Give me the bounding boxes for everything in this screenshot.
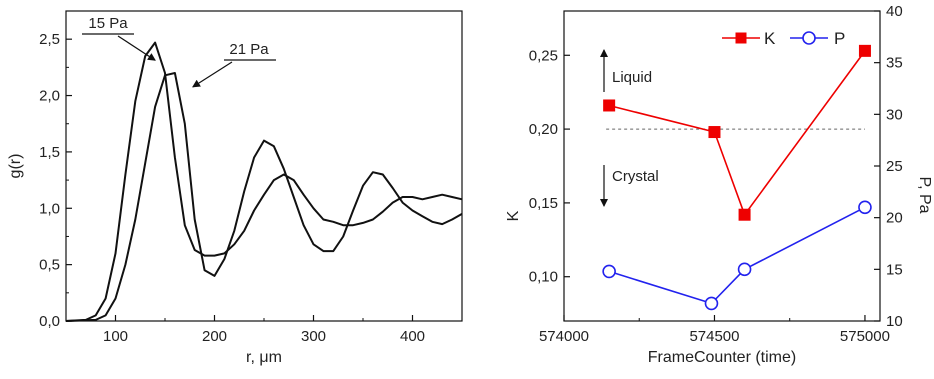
data-point-p	[602, 264, 616, 279]
series-line-k	[608, 50, 866, 217]
x-tick-label: 100	[103, 328, 128, 345]
left-y-axis-label: g(r)	[7, 154, 24, 179]
right-chart: 574000 574500 575000 0,10 0,15 0,20 0,25 10 15 20…	[505, 3, 933, 366]
x-tick-label: 575000	[840, 328, 890, 345]
y-tick-label: 2,5	[39, 31, 60, 48]
legend-p-marker	[802, 31, 816, 45]
x-tick-label: 574000	[539, 328, 589, 345]
series-line-21-pa	[65, 72, 463, 322]
left-series	[65, 41, 463, 322]
y-tick-label: 0,15	[529, 195, 558, 212]
right-annotations: Liquid Crystal	[600, 49, 659, 207]
right-series	[602, 44, 872, 311]
annotation-15pa: 15 Pa	[88, 15, 128, 32]
annotation-21pa-arrow	[192, 61, 233, 88]
y-tick-label: 0,25	[529, 47, 558, 64]
y2-tick-label: 30	[886, 106, 903, 123]
left-x-axis-label: r, μm	[246, 349, 282, 366]
data-point-p	[858, 200, 872, 215]
legend-k-marker	[735, 32, 747, 44]
right-y-axis-label: K	[505, 210, 522, 221]
series-line-15-pa	[65, 41, 463, 322]
y-tick-label: 0,20	[529, 121, 558, 138]
data-point-k	[858, 44, 871, 57]
x-tick-label: 400	[400, 328, 425, 345]
annotation-15pa-arrow	[117, 35, 156, 61]
data-point-k	[708, 126, 721, 139]
y2-tick-label: 25	[886, 158, 903, 175]
y-tick-label: 0,0	[39, 313, 60, 330]
x-tick-label: 200	[202, 328, 227, 345]
data-point-p	[737, 262, 752, 277]
y2-tick-label: 20	[886, 210, 903, 227]
y2-tick-label: 10	[886, 313, 903, 330]
liquid-label: Liquid	[612, 69, 652, 86]
y2-tick-label: 40	[886, 3, 903, 20]
data-point-k	[603, 99, 616, 112]
annotation-21pa: 21 Pa	[229, 41, 269, 58]
y-tick-label: 0,5	[39, 257, 60, 274]
legend-k-label: K	[764, 29, 776, 48]
y-tick-label: 2,0	[39, 88, 60, 105]
y-tick-label: 1,5	[39, 144, 60, 161]
x-tick-label: 574500	[689, 328, 739, 345]
right-ticks: 574000 574500 575000 0,10 0,15 0,20 0,25 10 15 20…	[529, 3, 903, 345]
right-y2-axis-label: P, Pa	[916, 176, 933, 213]
left-chart: 100 200 300 400 0,0 0,5 1,0 1,5 2,0 2,5 r, μm g(r…	[7, 10, 463, 366]
data-point-p	[704, 296, 719, 311]
x-tick-label: 300	[301, 328, 326, 345]
left-annotations: 15 Pa 21 Pa	[82, 15, 276, 88]
crystal-label: Crystal	[612, 168, 659, 185]
y2-tick-label: 35	[886, 55, 903, 72]
legend-p-label: P	[834, 29, 845, 48]
right-x-axis-label: FrameCounter (time)	[648, 349, 796, 366]
data-point-k	[738, 208, 751, 221]
y2-tick-label: 15	[886, 261, 903, 278]
y-tick-label: 1,0	[39, 200, 60, 217]
left-ticks: 100 200 300 400 0,0 0,5 1,0 1,5 2,0 2,5	[39, 31, 463, 345]
y-tick-label: 0,10	[529, 269, 558, 286]
series-line-p	[608, 206, 866, 305]
